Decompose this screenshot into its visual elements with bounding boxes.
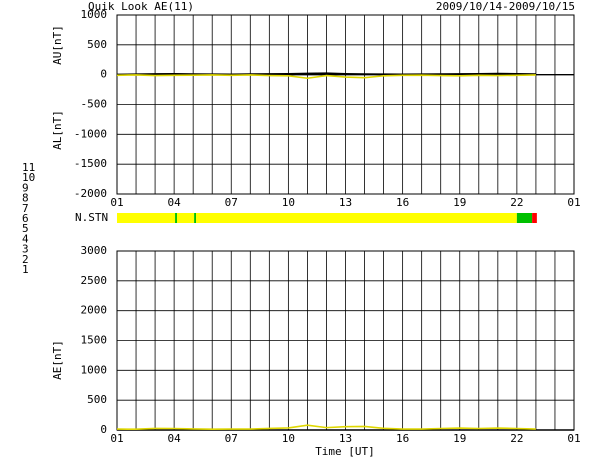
y-tick-label: 500 (87, 38, 107, 51)
station-segment (532, 213, 537, 223)
x-tick-label: 19 (453, 432, 466, 445)
y-tick-label: -2000 (74, 187, 107, 200)
y-tick-label: 0 (100, 68, 107, 81)
series-line (116, 74, 536, 80)
x-tick-label: 22 (510, 196, 523, 209)
series-line (116, 424, 536, 431)
station-segment (176, 213, 195, 223)
x-tick-label: 16 (396, 432, 409, 445)
y-tick-label: 500 (87, 393, 107, 406)
y-tick-label: -1500 (74, 157, 107, 170)
station-segment (175, 213, 177, 223)
y-axis-label: AU[nT] (51, 25, 64, 65)
y-tick-label: 0 (100, 423, 107, 436)
y-tick-label: -500 (81, 98, 108, 111)
station-segment (117, 213, 176, 223)
station-segment (196, 213, 517, 223)
legend-label: 10 (22, 171, 35, 184)
y-tick-label: 1500 (81, 334, 108, 347)
strip-label: N.STN (75, 211, 108, 224)
date-range: 2009/10/14-2009/10/15 (436, 0, 575, 13)
legend-label: 1 (22, 263, 29, 276)
x-tick-label: 10 (282, 196, 295, 209)
y-tick-label: 1000 (81, 8, 108, 21)
x-tick-label: 10 (282, 432, 295, 445)
y-axis-label: AL[nT] (51, 110, 64, 150)
legend-label: 9 (22, 181, 29, 194)
station-segment (194, 213, 197, 223)
x-tick-label: 22 (510, 432, 523, 445)
station-segment (516, 213, 533, 223)
legend-label: 6 (22, 212, 29, 225)
x-axis-label: Time [UT] (315, 445, 375, 458)
x-tick-label: 04 (168, 196, 182, 209)
y-tick-label: 2000 (81, 304, 108, 317)
y-tick-label: 1000 (81, 363, 108, 376)
y-tick-label: 2500 (81, 274, 108, 287)
x-tick-label: 13 (339, 432, 352, 445)
legend-label: 5 (22, 222, 29, 235)
legend-label: 4 (22, 232, 29, 245)
x-tick-label: 01 (567, 432, 580, 445)
series-line (116, 72, 536, 76)
x-tick-label: 01 (110, 196, 123, 209)
x-tick-label: 04 (168, 432, 182, 445)
x-tick-label: 01 (567, 196, 580, 209)
y-tick-label: 3000 (81, 244, 108, 257)
x-tick-label: 13 (339, 196, 352, 209)
x-tick-label: 07 (225, 432, 238, 445)
y-tick-label: -1000 (74, 127, 107, 140)
legend-label: 11 (22, 161, 35, 174)
legend-label: 3 (22, 243, 29, 256)
legend-label: 7 (22, 202, 29, 215)
y-axis-label: AE[nT] (51, 340, 64, 380)
legend-label: 2 (22, 253, 29, 266)
legend-label: 8 (22, 192, 29, 205)
x-tick-label: 07 (225, 196, 238, 209)
x-tick-label: 16 (396, 196, 409, 209)
x-tick-label: 01 (110, 432, 123, 445)
x-tick-label: 19 (453, 196, 466, 209)
chart-title: Quik Look AE(11) (88, 0, 194, 13)
